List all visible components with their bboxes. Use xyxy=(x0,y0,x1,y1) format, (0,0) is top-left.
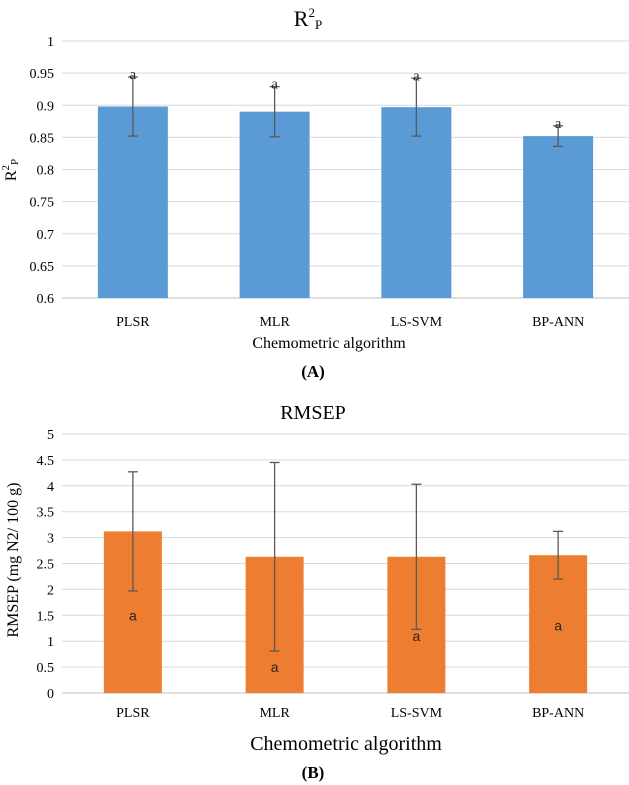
chart-a-y-tick-labels: 0.6 0.65 0.7 0.75 0.8 0.85 0.9 0.95 1 xyxy=(30,35,55,307)
y-tick-label: 0.5 xyxy=(37,661,55,676)
bar-plsr xyxy=(97,106,168,298)
chart-b-error-bars xyxy=(127,461,564,652)
y-tick-label: 1 xyxy=(47,635,54,650)
y-tick-label: 2 xyxy=(47,583,54,598)
chart-a-error-bars xyxy=(127,76,564,148)
significance-label: a xyxy=(412,628,420,644)
chart-b-significance-labels: a a a a xyxy=(129,607,562,675)
chart-b: RMSEP 0 0.5 1 1.5 2 2.5 3 3.5 4 4.5 5 a a a a PLSR MLR… xyxy=(5,402,629,782)
y-tick-label: 0.7 xyxy=(37,228,55,243)
y-tick-label: 0.6 xyxy=(37,292,55,307)
y-tick-label: 0.85 xyxy=(30,131,55,146)
x-tick-label-mlr: MLR xyxy=(259,706,290,721)
chart-a-significance-labels: a a a a xyxy=(130,67,562,132)
y-tick-label: 0.8 xyxy=(37,164,55,179)
x-tick-label-ls-svm: LS-SVM xyxy=(391,315,443,330)
significance-label: a xyxy=(130,67,137,83)
chart-b-y-axis-label: RMSEP (mg N2/ 100 g) xyxy=(5,483,22,638)
bar-bp-ann xyxy=(523,136,594,298)
y-tick-label: 4.5 xyxy=(37,454,55,469)
significance-label: a xyxy=(129,607,137,623)
y-tick-label: 0.9 xyxy=(37,99,55,114)
y-tick-label: 0.95 xyxy=(30,67,55,82)
chart-a-title: R2P xyxy=(294,5,322,32)
chart-a-x-axis-label: Chemometric algorithm xyxy=(252,335,406,352)
x-tick-label-ls-svm: LS-SVM xyxy=(391,706,443,721)
chart-b-x-tick-labels: PLSR MLR LS-SVM BP-ANN xyxy=(116,706,584,721)
y-tick-label: 5 xyxy=(47,428,54,443)
chart-b-y-tick-labels: 0 0.5 1 1.5 2 2.5 3 3.5 4 4.5 5 xyxy=(37,428,55,702)
significance-label: a xyxy=(413,68,420,84)
y-tick-label: 1.5 xyxy=(37,609,55,624)
chart-a-panel-label: (A) xyxy=(301,362,325,381)
y-tick-label: 0.75 xyxy=(30,196,55,211)
chart-a-y-axis-label: R2P xyxy=(0,159,21,181)
x-tick-label-mlr: MLR xyxy=(259,315,290,330)
y-tick-label: 4 xyxy=(47,480,54,495)
chart-b-panel-label: (B) xyxy=(302,763,325,782)
x-tick-label-plsr: PLSR xyxy=(116,706,150,721)
y-tick-label: 1 xyxy=(47,35,54,50)
y-tick-label: 2.5 xyxy=(37,558,55,573)
x-tick-label-bp-ann: BP-ANN xyxy=(532,315,584,330)
significance-label: a xyxy=(271,659,279,675)
significance-label: a xyxy=(555,116,562,132)
bar-ls-svm xyxy=(381,107,452,299)
chart-b-x-axis-label: Chemometric algorithm xyxy=(250,733,442,755)
bar-mlr xyxy=(239,111,310,298)
chart-a: R2P 0.6 0.65 0.7 0.75 0.8 0.85 0.9 0.95 1 a a a a P… xyxy=(0,5,629,381)
y-tick-label: 3.5 xyxy=(37,506,55,521)
chart-a-bars xyxy=(97,106,594,299)
x-tick-label-bp-ann: BP-ANN xyxy=(532,706,584,721)
chart-b-title: RMSEP xyxy=(280,402,346,424)
chart-a-x-tick-labels: PLSR MLR LS-SVM BP-ANN xyxy=(116,315,584,330)
chart-b-bars xyxy=(103,531,588,693)
significance-label: a xyxy=(554,618,562,634)
y-tick-label: 0 xyxy=(47,687,54,702)
significance-label: a xyxy=(271,77,278,93)
y-tick-label: 0.65 xyxy=(30,260,55,275)
x-tick-label-plsr: PLSR xyxy=(116,315,150,330)
y-tick-label: 3 xyxy=(47,532,54,547)
